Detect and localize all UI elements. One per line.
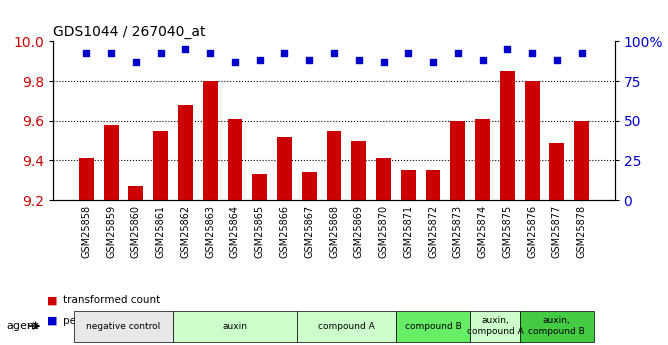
Point — [329, 50, 339, 55]
Bar — [351, 140, 366, 200]
Text: auxin,
compound A: auxin, compound A — [466, 316, 523, 336]
Bar — [302, 172, 317, 200]
Point — [428, 59, 438, 65]
Text: auxin: auxin — [222, 322, 247, 331]
Point — [378, 59, 389, 65]
Point — [106, 50, 116, 55]
Text: ■: ■ — [47, 316, 57, 326]
Point — [304, 58, 315, 63]
Point — [205, 50, 216, 55]
Point — [279, 50, 290, 55]
Point — [576, 50, 587, 55]
Point — [81, 50, 92, 55]
Bar — [574, 121, 589, 200]
Text: GDS1044 / 267040_at: GDS1044 / 267040_at — [53, 25, 206, 39]
Text: transformed count: transformed count — [63, 295, 161, 305]
Bar — [104, 125, 118, 200]
Point — [156, 50, 166, 55]
Bar — [128, 186, 144, 200]
Point — [477, 58, 488, 63]
Bar — [228, 119, 242, 200]
Bar — [203, 81, 218, 200]
Text: compound A: compound A — [318, 322, 375, 331]
Point — [452, 50, 463, 55]
Text: auxin,
compound B: auxin, compound B — [528, 316, 585, 336]
Bar — [401, 170, 415, 200]
Point — [130, 59, 141, 65]
Bar — [475, 119, 490, 200]
Bar — [327, 131, 341, 200]
Point — [230, 59, 240, 65]
Text: ■: ■ — [47, 295, 57, 305]
Bar — [450, 121, 465, 200]
Bar — [524, 81, 540, 200]
Point — [527, 50, 538, 55]
Text: agent: agent — [7, 321, 39, 331]
Bar — [376, 158, 391, 200]
Bar — [253, 174, 267, 200]
Bar — [277, 137, 292, 200]
Bar — [550, 142, 564, 200]
Point — [255, 58, 265, 63]
Bar — [426, 170, 440, 200]
Point — [180, 47, 191, 52]
Text: negative control: negative control — [86, 322, 160, 331]
Bar — [178, 105, 193, 200]
Text: percentile rank within the sample: percentile rank within the sample — [63, 316, 239, 326]
Bar — [79, 158, 94, 200]
Point — [353, 58, 364, 63]
Bar — [500, 71, 515, 200]
Point — [403, 50, 413, 55]
Text: compound B: compound B — [405, 322, 462, 331]
Bar — [153, 131, 168, 200]
Point — [552, 58, 562, 63]
Point — [502, 47, 512, 52]
